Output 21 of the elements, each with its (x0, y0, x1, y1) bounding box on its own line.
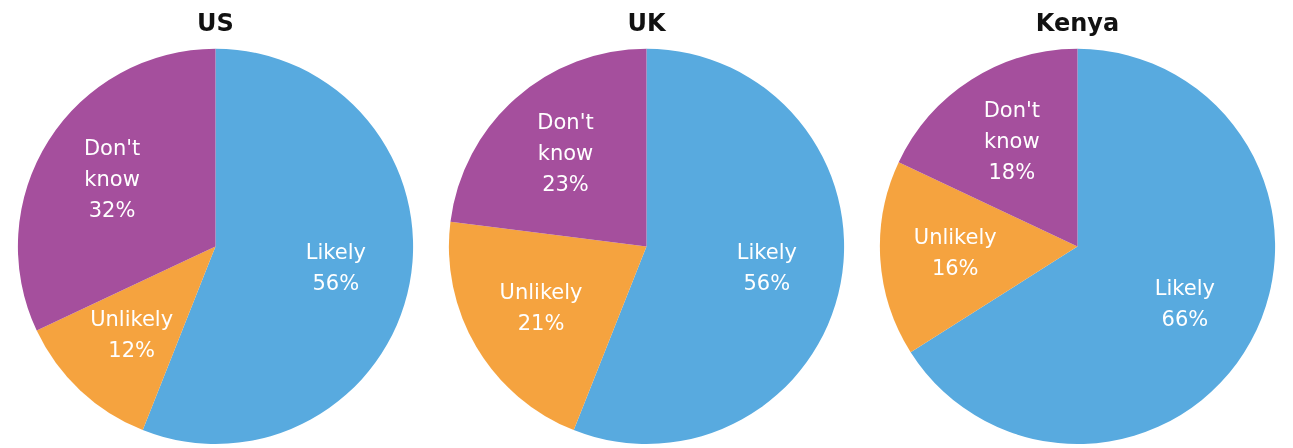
data-label: 12% (108, 337, 155, 362)
chart-title: US (197, 8, 234, 37)
slice-label: Likely (736, 240, 797, 265)
slice-label: Don't know (537, 109, 594, 165)
chart-title: Kenya (1035, 8, 1120, 37)
data-label: 56% (743, 271, 791, 296)
data-label: 66% (1161, 307, 1209, 332)
slice-label: Don't know (83, 136, 141, 192)
slice-label: Likely (305, 240, 366, 265)
slice-label: Unlikely (499, 279, 583, 304)
data-label: 56% (312, 271, 360, 296)
slice-label: Likely (1154, 276, 1215, 301)
slice-label: Unlikely (913, 225, 997, 250)
chart-title: UK (627, 8, 667, 37)
data-label: 21% (517, 310, 565, 335)
data-label: 18% (988, 160, 1036, 185)
slice-label: Don't know (983, 98, 1041, 154)
data-label: 32% (88, 198, 136, 223)
data-label: 23% (542, 171, 589, 196)
data-label: 16% (931, 256, 979, 281)
slice-label: Unlikely (90, 306, 174, 331)
